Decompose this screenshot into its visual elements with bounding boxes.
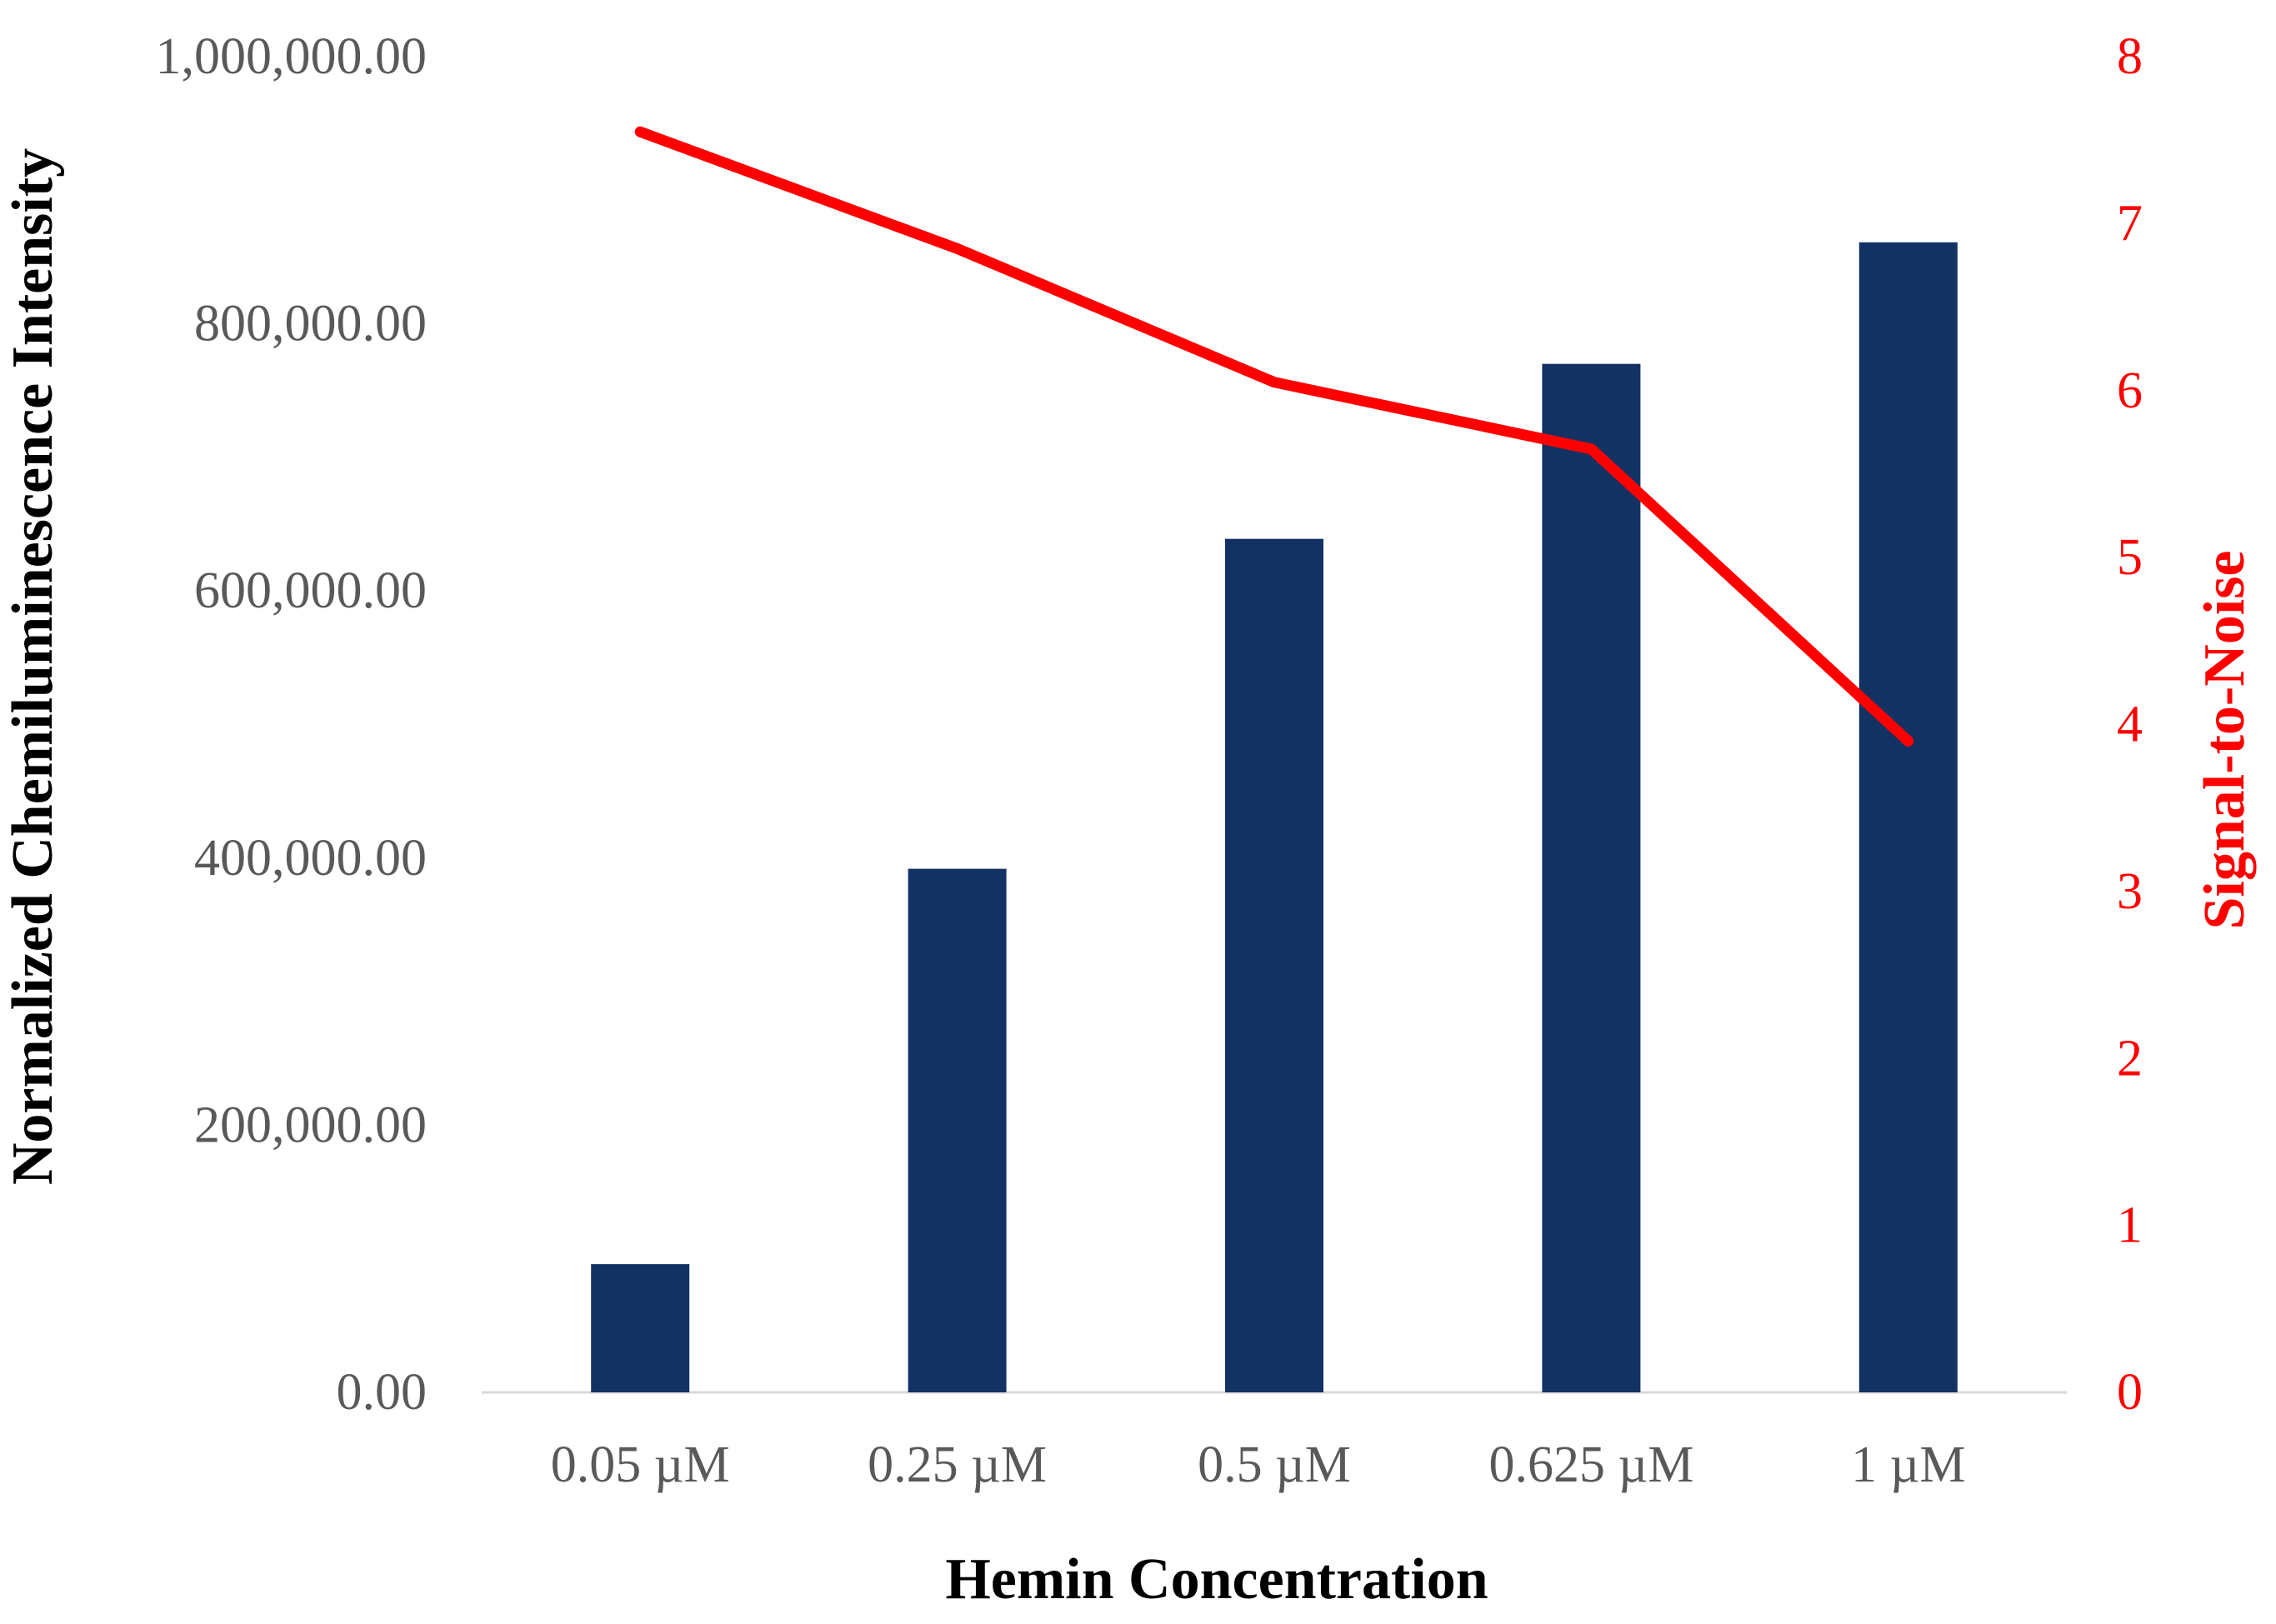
bars-group (591, 242, 1958, 1393)
y-tick-label: 200,000.00 (194, 1097, 427, 1153)
y2-tick-label: 5 (2117, 529, 2143, 586)
y-tick-label: 600,000.00 (194, 562, 427, 619)
y-axis-title: Normalized Chemiluminescence Intensity (1, 148, 65, 1185)
left-axis-ticks: 0.00 200,000.00 400,000.00 600,000.00 800,00… (156, 28, 428, 1421)
y-tick-label: 1,000,000.00 (156, 28, 428, 85)
y2-tick-label: 0 (2117, 1364, 2143, 1421)
signal-to-noise-line (634, 126, 1914, 747)
y2-axis-title: Signal-to-Noise (2193, 551, 2257, 930)
y-tick-label: 400,000.00 (194, 830, 427, 887)
x-tick-label: 0.05 µM (551, 1437, 730, 1493)
bar-2 (1225, 538, 1323, 1392)
y2-tick-label: 1 (2117, 1197, 2143, 1254)
y2-tick-label: 6 (2117, 362, 2143, 419)
x-tick-label: 0.25 µM (868, 1437, 1047, 1493)
x-axis-title: Hemin Concentration (945, 1547, 1488, 1612)
x-axis-ticks: 0.05 µM 0.25 µM 0.5 µM 0.625 µM 1 µM (551, 1437, 1966, 1493)
bar-3 (1542, 363, 1641, 1393)
y2-tick-label: 4 (2117, 697, 2143, 753)
right-axis-ticks: 0 1 2 3 4 5 6 7 8 (2117, 28, 2143, 1421)
y2-tick-label: 7 (2117, 195, 2143, 252)
y2-tick-label: 8 (2117, 28, 2143, 85)
y-tick-label: 800,000.00 (194, 296, 427, 352)
x-tick-label: 1 µM (1851, 1437, 1965, 1493)
x-tick-label: 0.625 µM (1488, 1437, 1693, 1493)
bar-4 (1858, 242, 1958, 1392)
x-tick-label: 0.5 µM (1198, 1437, 1351, 1493)
y2-tick-label: 3 (2117, 863, 2143, 920)
bar-0 (591, 1264, 690, 1392)
y2-tick-label: 2 (2117, 1030, 2143, 1087)
y-tick-label: 0.00 (337, 1364, 428, 1421)
bar-1 (908, 868, 1007, 1392)
